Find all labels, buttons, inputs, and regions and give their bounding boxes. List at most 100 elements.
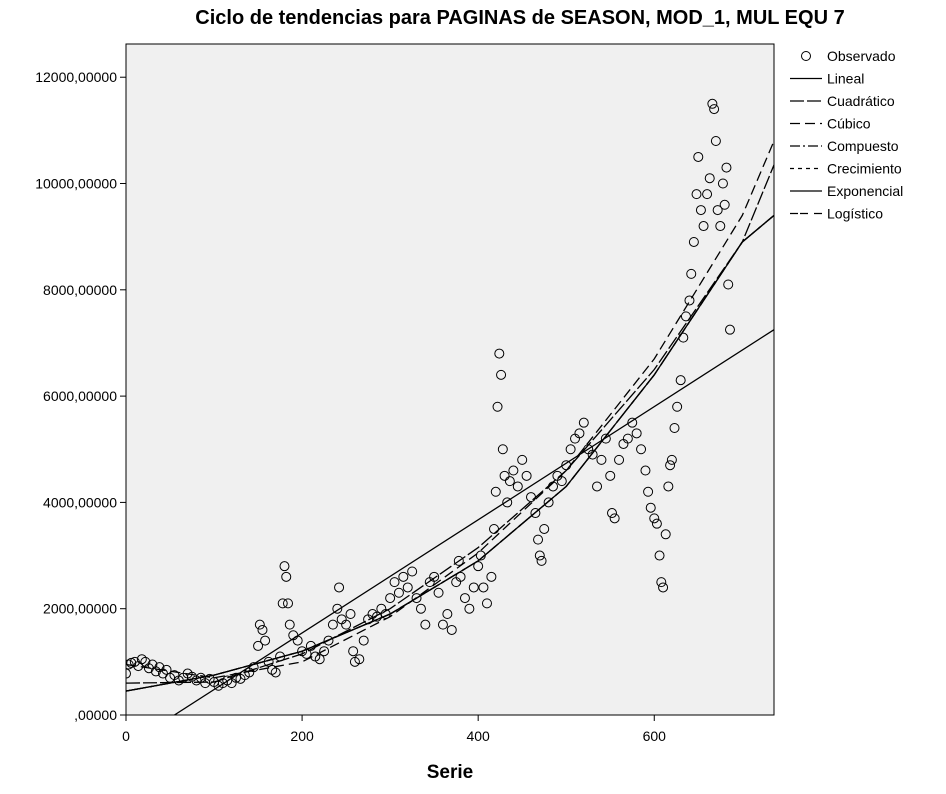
observed-point [253, 640, 264, 651]
observed-point [254, 619, 265, 630]
observed-point [724, 324, 735, 335]
observed-point [536, 555, 547, 566]
observed-point [666, 454, 677, 465]
observed-point [398, 571, 409, 582]
observed-point [543, 497, 554, 508]
observed-point [393, 587, 404, 598]
observed-point [656, 577, 667, 588]
observed-point [605, 470, 616, 481]
observed-point [592, 481, 603, 492]
observed-point [691, 189, 702, 200]
plot-marks [126, 98, 774, 715]
observed-point [665, 460, 676, 471]
observed-point [281, 571, 292, 582]
observed-point [494, 348, 505, 359]
legend-symbol [801, 51, 811, 61]
observed-point [508, 465, 519, 476]
observed-point [609, 513, 620, 524]
legend-label: Observado [827, 48, 896, 64]
observed-point [473, 561, 484, 572]
observed-point [371, 611, 382, 622]
observed-point [658, 582, 669, 593]
observed-point [433, 587, 444, 598]
observed-point [539, 523, 550, 534]
y-tick-label: ,00000 [74, 707, 117, 723]
observed-point [154, 662, 165, 673]
observed-point [348, 646, 359, 657]
observed-point [455, 571, 466, 582]
observed-point [284, 619, 295, 630]
y-tick-label: 2000,00000 [43, 601, 117, 617]
observed-point [481, 598, 492, 609]
x-tick-label: 600 [643, 728, 667, 744]
observed-point [596, 454, 607, 465]
observed-point [464, 603, 475, 614]
x-axis-title: Serie [427, 762, 473, 783]
observed-point [341, 619, 352, 630]
observed-point [319, 646, 330, 657]
observed-point [140, 656, 151, 667]
observed-point [660, 529, 671, 540]
observed-point [267, 664, 278, 675]
y-tick-label: 10000,00000 [35, 176, 117, 192]
observed-point [402, 582, 413, 593]
observed-point [669, 422, 680, 433]
observed-point [411, 593, 422, 604]
y-tick-label: 4000,00000 [43, 494, 117, 510]
legend-label: Cuadrático [827, 93, 895, 109]
y-tick-label: 6000,00000 [43, 388, 117, 404]
observed-point [323, 635, 334, 646]
fit-line [174, 329, 774, 715]
observed-point [490, 486, 501, 497]
observed-point [686, 268, 697, 279]
observed-point [512, 481, 523, 492]
fit-line [126, 214, 774, 692]
observed-point [710, 135, 721, 146]
observed-point [126, 668, 131, 679]
observed-point [143, 663, 154, 674]
observed-point [663, 481, 674, 492]
observed-point [721, 162, 732, 173]
observed-point [712, 205, 723, 216]
observed-point [358, 635, 369, 646]
observed-point [492, 401, 503, 412]
observed-point [533, 534, 544, 545]
observed-point [709, 104, 720, 115]
observed-point [468, 582, 479, 593]
legend-label: Crecimiento [827, 161, 902, 177]
observed-point [327, 619, 338, 630]
observed-point [715, 221, 726, 232]
observed-point [574, 428, 585, 439]
observed-point [556, 476, 567, 487]
observed-point [270, 667, 281, 678]
legend-label: Compuesto [827, 138, 899, 154]
observed-point [627, 417, 638, 428]
observed-point [442, 609, 453, 620]
observed-point [707, 98, 718, 109]
observed-point [578, 417, 589, 428]
observed-point [684, 295, 695, 306]
x-tick-label: 200 [290, 728, 314, 744]
observed-point [704, 173, 715, 184]
observed-point [530, 508, 541, 519]
observed-point [314, 654, 325, 665]
observed-point [717, 178, 728, 189]
observed-point [437, 619, 448, 630]
observed-point [534, 550, 545, 561]
observed-point [651, 518, 662, 529]
observed-point [429, 571, 440, 582]
observed-point [502, 497, 513, 508]
observed-point [622, 433, 633, 444]
observed-point [499, 470, 510, 481]
observed-point [654, 550, 665, 561]
observed-point [459, 593, 470, 604]
observed-point [332, 603, 343, 614]
observed-point [695, 205, 706, 216]
x-tick-label: 0 [122, 728, 130, 744]
observed-point [517, 454, 528, 465]
observed-point [600, 433, 611, 444]
observed-point [486, 571, 497, 582]
observed-point [614, 454, 625, 465]
legend-label: Lineal [827, 71, 864, 87]
